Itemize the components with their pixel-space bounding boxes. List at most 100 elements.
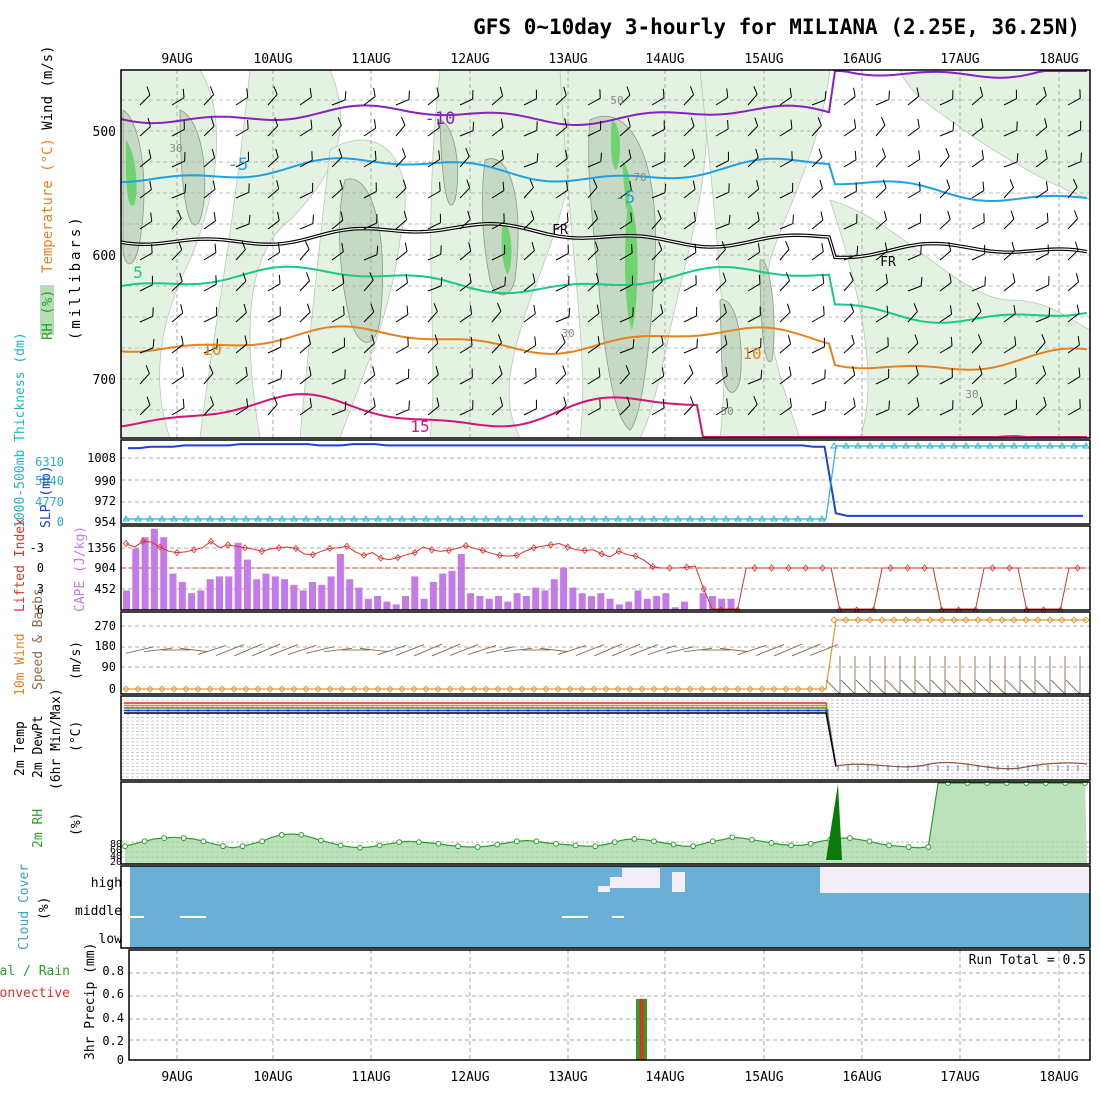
cloud-high-clear	[820, 866, 1090, 893]
cape-bar	[644, 599, 651, 610]
p1-ytick-500: 500	[93, 125, 116, 140]
cape-bar	[504, 602, 511, 610]
contour-label: 30	[965, 388, 978, 401]
cape-bar	[551, 579, 558, 610]
cape-bar	[514, 593, 521, 610]
precip-tick-0: 0	[117, 1053, 124, 1067]
precip-tick-06: 0.6	[102, 987, 124, 1001]
cloud-plot	[130, 866, 1090, 948]
contour-label: 30	[169, 142, 182, 155]
temp2m-panel: 2m Temp 2m DewPt (6hr Min/Max) (°C)	[13, 688, 1090, 790]
cape-bar	[597, 593, 604, 610]
precip-conv-bar	[640, 999, 644, 1060]
rh-marker	[652, 839, 657, 844]
precip-tick-04: 0.4	[102, 1011, 124, 1025]
cape-bar	[244, 560, 251, 610]
top-day-label: 14AUG	[645, 52, 684, 67]
rh-marker	[887, 843, 892, 848]
contour-label: FR	[880, 255, 896, 270]
cape-bar	[542, 590, 549, 610]
rh-marker	[632, 836, 637, 841]
p1-yunit: (millibars)	[68, 214, 84, 340]
rh-marker	[554, 841, 559, 846]
cloud-high-clear	[672, 872, 685, 892]
cape-bar	[365, 599, 372, 610]
cape-bar	[272, 576, 279, 610]
cape-bar	[235, 543, 242, 610]
cape-bar	[700, 593, 707, 610]
contour-label: -5	[228, 155, 248, 175]
rh-marker	[691, 844, 696, 849]
cape-bar	[188, 593, 195, 610]
wind-label-left: 10m Wind	[13, 633, 28, 696]
cape-bar	[216, 576, 223, 610]
rh-marker	[319, 838, 324, 843]
rh-marker	[612, 840, 617, 845]
cape-bar	[523, 596, 530, 610]
rh-marker	[514, 839, 519, 844]
cape-bar	[207, 579, 214, 610]
top-day-label: 17AUG	[940, 52, 979, 67]
slp-tick-1008: 1008	[87, 451, 116, 465]
cape-bar	[374, 596, 381, 610]
rh-marker	[181, 836, 186, 841]
contour-label: -5	[615, 188, 635, 208]
wind-tick-180: 180	[94, 639, 116, 653]
rh-marker	[201, 839, 206, 844]
cape-bar	[476, 596, 483, 610]
rh-marker	[867, 839, 872, 844]
cloud-gap	[562, 916, 588, 918]
p1-ytick-600: 600	[93, 249, 116, 264]
top-day-label: 10AUG	[253, 52, 292, 67]
slp-label: SLP (mb)	[39, 465, 54, 528]
rh-marker	[436, 841, 441, 846]
li-tick-0: 0	[37, 561, 44, 575]
contour-label: 70	[633, 171, 646, 184]
cape-bar	[560, 568, 567, 610]
rh-marker	[593, 844, 598, 849]
contour-label: 50	[610, 94, 623, 107]
cape-bar	[197, 590, 204, 610]
rh-marker	[260, 839, 265, 844]
rh-marker	[573, 843, 578, 848]
cloud-high-clear	[610, 877, 660, 888]
rh-marker	[338, 843, 343, 848]
cape-bar	[281, 579, 288, 610]
cape-bar	[728, 599, 735, 610]
cape-bar	[328, 576, 335, 610]
rh-marker	[397, 840, 402, 845]
cloud-panel: high middle low Cloud Cover (%)	[17, 864, 1090, 950]
temp2m-label: 2m Temp	[13, 721, 28, 776]
rh-marker	[710, 839, 715, 844]
cape-tick-904: 904	[94, 561, 116, 575]
wind-tick-90: 90	[102, 660, 116, 674]
cape-bar	[356, 588, 363, 610]
precip-label-conv: Convective	[0, 986, 70, 1001]
slp-tick-990: 990	[94, 474, 116, 488]
contour-label: FR	[552, 223, 568, 238]
precip-tick-02: 0.2	[102, 1034, 124, 1048]
cape-bar	[579, 593, 586, 610]
bottom-day-label: 16AUG	[842, 1070, 881, 1085]
chart-title: GFS 0~10day 3-hourly for MILIANA (2.25E,…	[473, 15, 1080, 39]
contour-label: 10	[202, 340, 221, 359]
contour-label: 15	[410, 417, 429, 436]
cloud-level-high: high	[91, 876, 122, 891]
cloud-unit: (%)	[37, 897, 52, 920]
bottom-day-label: 14AUG	[645, 1070, 684, 1085]
bottom-day-label: 15AUG	[744, 1070, 783, 1085]
cape-bar	[123, 590, 130, 610]
cape-bar	[430, 582, 437, 610]
cape-bar	[662, 593, 669, 610]
cape-bar	[318, 585, 325, 610]
run-total: Run Total = 0.5	[969, 953, 1086, 968]
cape-tick-452: 452	[94, 582, 116, 596]
cape-bar	[411, 576, 418, 610]
cape-bar	[263, 574, 270, 610]
top-day-label: 11AUG	[351, 52, 390, 67]
contour-label: -10	[425, 109, 456, 129]
rh-marker	[769, 841, 774, 846]
p1-ytick-700: 700	[93, 373, 116, 388]
cloud-gap	[180, 916, 206, 918]
